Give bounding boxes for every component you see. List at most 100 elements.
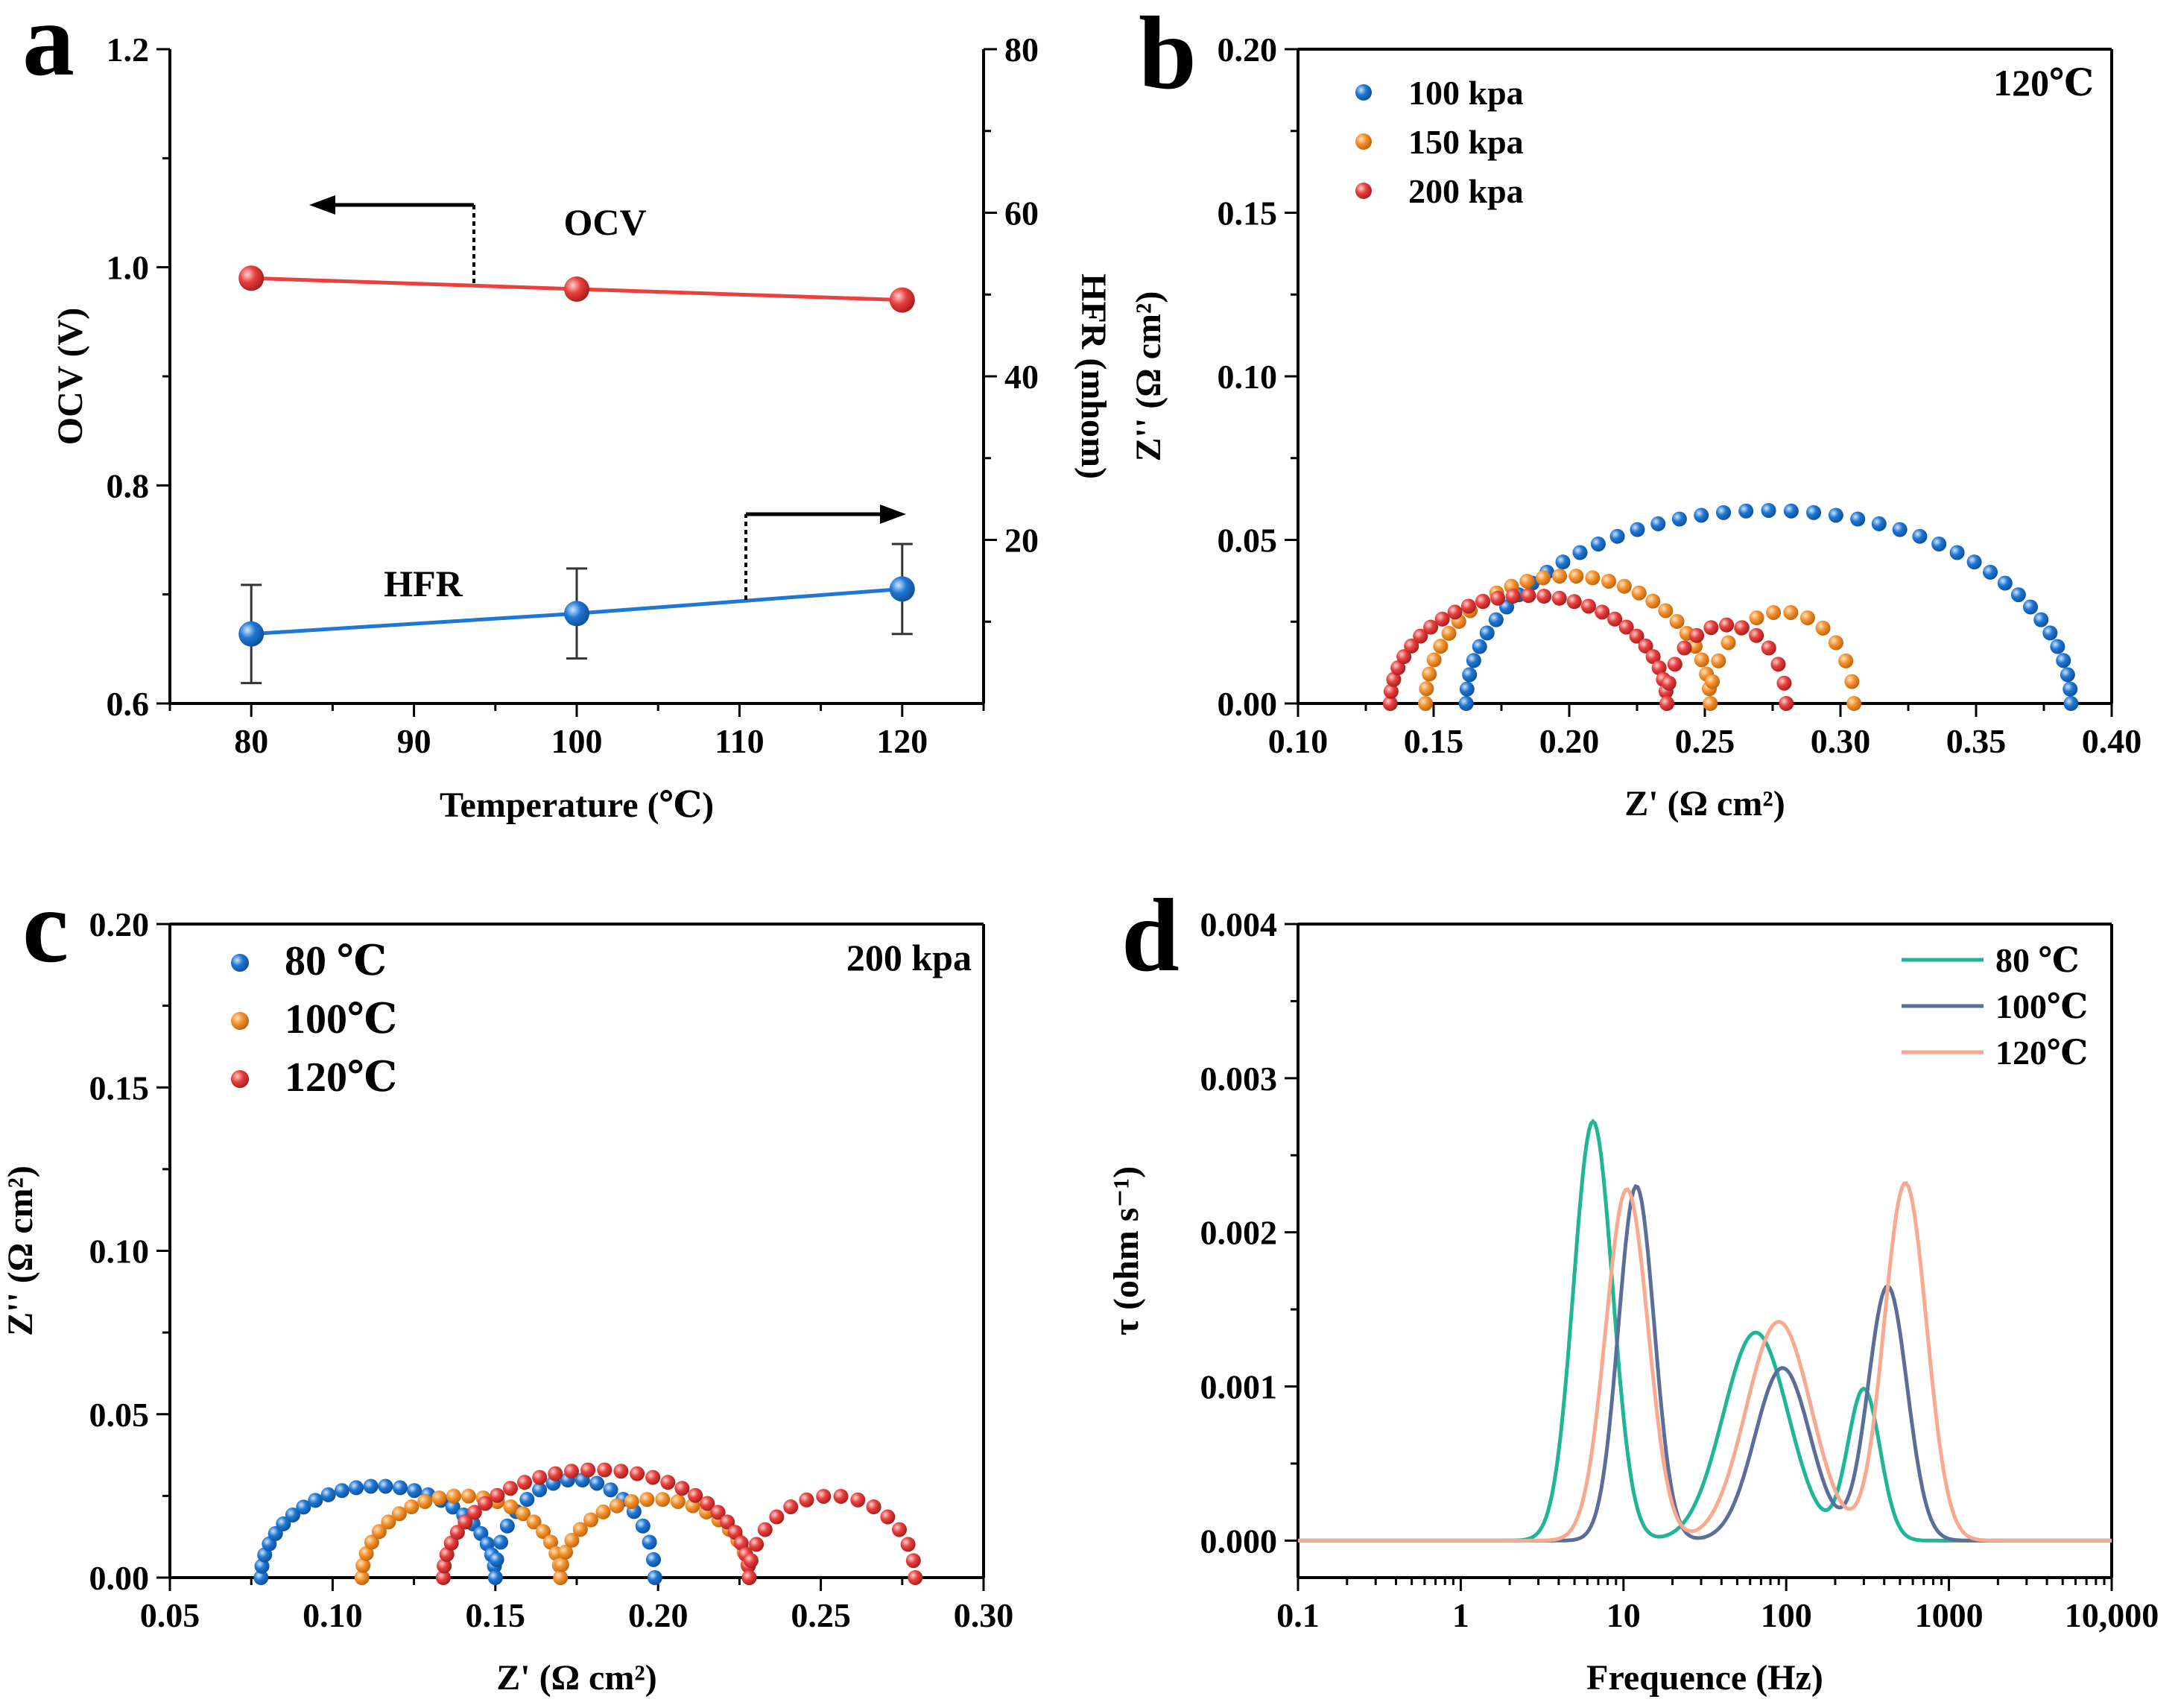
legend-marker <box>231 1012 249 1030</box>
data-point <box>900 1537 916 1552</box>
data-point <box>1555 554 1571 570</box>
data-point <box>1770 657 1786 672</box>
data-point <box>700 1496 715 1511</box>
panel-a-ocv-hfr-chart: 80 90 100 110 120 0.6 0.8 1.0 1.2 Temperature (℃)… <box>51 31 1113 825</box>
legend-label: 80 ℃ <box>285 938 387 984</box>
data-point <box>1459 681 1475 697</box>
data-point <box>1423 619 1439 635</box>
data-point <box>1783 604 1799 620</box>
data-point <box>710 1505 726 1520</box>
data-point <box>1595 604 1610 620</box>
legend-marker <box>1355 183 1372 199</box>
data-point <box>1738 503 1754 519</box>
data-point <box>1475 594 1491 610</box>
panel-d-drt-chart: 0.1 1 10 100 1000 10,000 0.000 0.001 0.002 0.003 0… <box>1107 905 2159 1698</box>
data-point <box>1490 590 1506 606</box>
y-tick-label: 0.8 <box>107 466 150 505</box>
data-point <box>431 1490 447 1506</box>
data-point <box>1390 660 1406 676</box>
data-point <box>1590 536 1606 551</box>
data-point <box>1419 681 1434 697</box>
data-point <box>253 1570 269 1585</box>
data-point <box>417 1493 433 1509</box>
y-axis-label: OCV (V) <box>51 308 90 445</box>
data-point <box>583 1512 599 1528</box>
data-point <box>1694 652 1709 668</box>
y-tick-label: 0.6 <box>107 685 150 723</box>
data-point <box>532 1482 548 1498</box>
data-point <box>597 1462 612 1478</box>
data-point <box>1447 604 1463 620</box>
y-tick-label: 0.05 <box>1218 522 1278 560</box>
data-point <box>1776 675 1792 691</box>
y-tick-label: 0.05 <box>89 1396 150 1434</box>
data-point <box>493 1534 509 1550</box>
data-point <box>2050 639 2065 654</box>
data-point <box>542 1534 558 1550</box>
data-point <box>308 1493 323 1508</box>
condition-label: 200 kpa <box>846 937 972 978</box>
data-point <box>891 1522 907 1537</box>
data-point <box>1997 575 2013 591</box>
y2-tick-label: 40 <box>1004 358 1039 396</box>
data-point <box>276 1516 291 1531</box>
ocv-point <box>564 276 589 302</box>
data-point <box>371 1524 387 1540</box>
data-point <box>1645 649 1661 665</box>
data-point <box>1433 639 1449 654</box>
y-tick-label: 0.15 <box>89 1069 150 1107</box>
legend-label: 150 kpa <box>1408 123 1524 161</box>
data-point <box>1566 594 1582 610</box>
data-point <box>1661 675 1677 691</box>
data-point <box>489 1552 504 1567</box>
drt-series-line <box>1298 1181 2112 1543</box>
data-point <box>783 1499 799 1515</box>
data-point <box>2023 599 2039 615</box>
data-point <box>487 1570 503 1585</box>
hfr-point <box>889 576 915 602</box>
data-point <box>741 1570 757 1585</box>
data-point <box>1850 511 1866 527</box>
x-tick-label: 100 <box>1761 1596 1812 1634</box>
data-point <box>1536 589 1552 604</box>
y-tick-label: 0.003 <box>1200 1060 1278 1098</box>
data-point <box>1572 545 1588 560</box>
data-point <box>554 1557 569 1572</box>
hfr-arrow-head <box>880 505 906 524</box>
x-axis-label: Z' (Ω cm²) <box>1624 784 1785 823</box>
legend-label: 100℃ <box>285 996 397 1043</box>
y-tick-label: 0.00 <box>89 1559 150 1597</box>
data-point <box>1630 522 1645 537</box>
data-point <box>645 1470 661 1485</box>
data-point <box>630 1466 645 1481</box>
data-point <box>624 1493 639 1509</box>
data-point <box>727 1525 743 1540</box>
data-point <box>1779 696 1794 711</box>
hfr-point <box>238 621 265 647</box>
data-point <box>2042 625 2058 641</box>
data-point <box>1783 503 1799 519</box>
data-point <box>833 1488 849 1504</box>
data-point <box>1472 639 1487 654</box>
x-tick-label: 0.10 <box>303 1596 363 1634</box>
x-tick-label: 110 <box>715 722 764 760</box>
data-point <box>1396 649 1412 665</box>
data-point <box>363 1478 379 1494</box>
x-tick-label: 0.1 <box>1276 1596 1320 1634</box>
y-tick-label: 0.15 <box>1218 194 1278 233</box>
data-point <box>404 1499 420 1515</box>
data-point <box>349 1480 364 1496</box>
data-point <box>378 1478 393 1494</box>
legend-label: 80 ℃ <box>1995 941 2080 979</box>
data-point <box>603 1482 618 1498</box>
data-point <box>439 1546 455 1562</box>
data-point <box>1667 657 1682 672</box>
data-point <box>1638 638 1653 654</box>
data-point <box>1677 640 1692 656</box>
data-point <box>517 1475 533 1490</box>
data-point <box>358 1546 374 1561</box>
data-point <box>1585 570 1601 586</box>
data-point <box>1609 528 1625 544</box>
data-point <box>642 1534 657 1550</box>
panel-letter-a: a <box>22 0 75 98</box>
